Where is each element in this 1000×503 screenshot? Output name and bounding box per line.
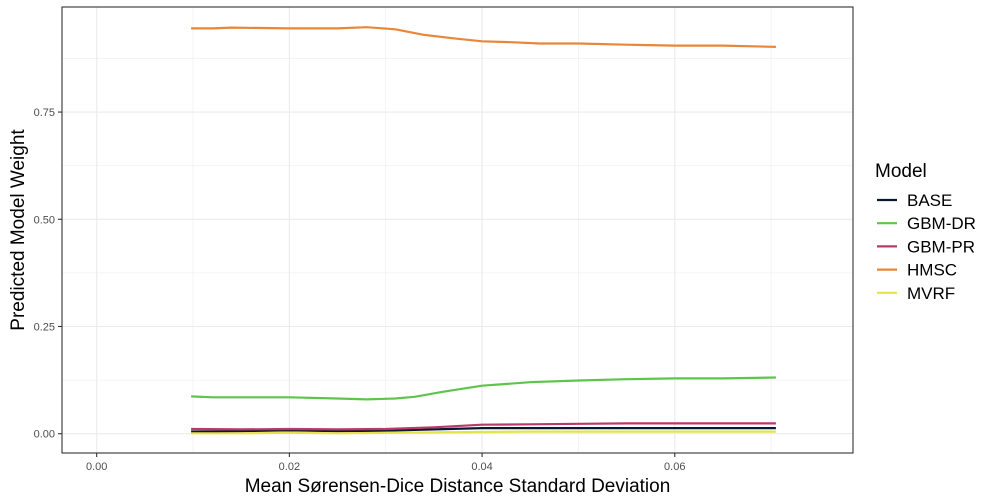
series-line-gbm-dr [191,376,776,401]
x-tick-label: 0.04 [471,461,492,473]
x-axis-title: Mean Sørensen-Dice Distance Standard Dev… [245,476,671,497]
x-axis: 0.00 0.02 0.04 0.06 [86,453,685,473]
plot-panel [62,7,853,453]
series-line-base [191,427,776,433]
y-tick-label: 0.75 [34,107,55,119]
series-line-hmsc [191,26,776,48]
legend-label-mvrf: MVRF [907,284,955,303]
series-line-gbm-pr [191,422,776,431]
y-tick-label: 0.00 [34,429,55,441]
minor-gridlines [62,7,853,453]
series-lines [191,26,776,435]
x-tick-label: 0.02 [279,461,300,473]
legend-title: Model [875,161,927,182]
y-tick-label: 0.50 [34,214,55,226]
series-line-mvrf [191,430,776,435]
legend: Model BASE GBM-DR GBM-PR HMSC MVRF [875,161,976,303]
x-tick-label: 0.00 [86,461,107,473]
legend-label-hmsc: HMSC [907,261,957,280]
y-axis: 0.00 0.25 0.50 0.75 [34,107,62,441]
legend-label-gbm-dr: GBM-DR [907,214,976,233]
plot-border [61,6,854,454]
major-gridlines [62,7,853,453]
legend-label-base: BASE [907,191,952,210]
legend-label-gbm-pr: GBM-PR [907,237,975,256]
x-tick-label: 0.06 [664,461,685,473]
y-axis-title: Predicted Model Weight [8,129,29,331]
y-tick-label: 0.25 [34,321,55,333]
